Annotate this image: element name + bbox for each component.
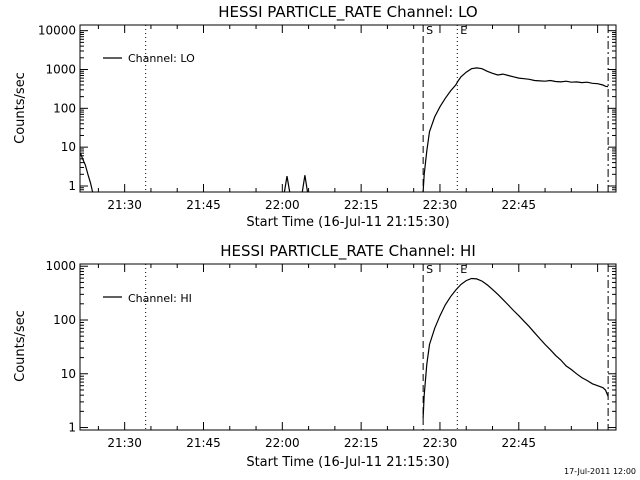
- x-tick-label: 21:30: [107, 198, 142, 212]
- y-tick-label: 100: [53, 313, 76, 327]
- series-line: [283, 175, 291, 193]
- y-tick-label: 10000: [38, 24, 76, 38]
- x-axis-label: Start Time (16-Jul-11 21:15:30): [246, 455, 449, 470]
- lo-channel-plot: HESSI PARTICLE_RATE Channel: LO Counts/s…: [13, 3, 617, 230]
- plot-title: HESSI PARTICLE_RATE Channel: HI: [220, 242, 476, 261]
- plot-frame: [79, 24, 617, 193]
- legend-label: Channel: LO: [128, 52, 195, 65]
- y-tick-label: 1: [68, 179, 76, 193]
- x-tick-label: 21:30: [107, 436, 142, 450]
- x-tick-label: 22:45: [501, 436, 536, 450]
- y-tick-label: 100: [53, 101, 76, 115]
- y-tick-label: 1000: [45, 63, 76, 77]
- event-marker-label: E: [460, 263, 467, 276]
- plot-title: HESSI PARTICLE_RATE Channel: LO: [218, 3, 477, 22]
- plot-frame: [79, 263, 617, 431]
- x-tick-label: 21:45: [186, 198, 221, 212]
- series-line: [301, 175, 309, 193]
- x-tick-label: 22:30: [423, 198, 458, 212]
- series-line: [422, 277, 609, 419]
- x-tick-label: 22:30: [423, 436, 458, 450]
- y-axis-label: Counts/sec: [13, 310, 28, 382]
- x-axis-label: Start Time (16-Jul-11 21:15:30): [246, 215, 449, 230]
- event-marker-label: E: [460, 24, 467, 37]
- y-tick-label: 1000: [45, 259, 76, 273]
- y-tick-label: 1: [68, 421, 76, 435]
- y-tick-label: 10: [61, 367, 76, 381]
- y-axis-label: Counts/sec: [13, 72, 28, 144]
- x-tick-label: 21:45: [186, 436, 221, 450]
- x-tick-label: 22:15: [344, 198, 379, 212]
- y-tick-label: 10: [61, 140, 76, 154]
- x-tick-label: 22:45: [501, 198, 536, 212]
- x-tick-label: 22:00: [265, 436, 300, 450]
- series-line: [422, 67, 609, 193]
- legend-label: Channel: HI: [128, 292, 192, 305]
- hi-channel-plot: HESSI PARTICLE_RATE Channel: HI Counts/s…: [13, 242, 617, 470]
- event-marker-label: S: [426, 24, 433, 37]
- x-tick-label: 22:00: [265, 198, 300, 212]
- series-line: [79, 152, 94, 193]
- x-tick-label: 22:15: [344, 436, 379, 450]
- generation-timestamp: 17-Jul-2011 12:00: [564, 467, 636, 476]
- event-marker-label: S: [426, 263, 433, 276]
